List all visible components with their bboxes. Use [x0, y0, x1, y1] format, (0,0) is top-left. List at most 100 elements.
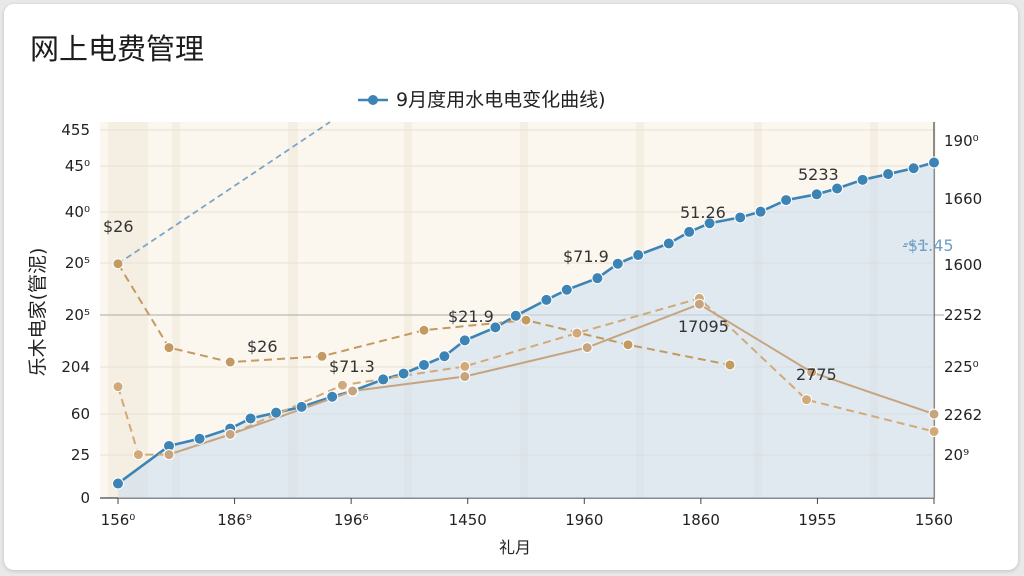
y2-tick-label: 2262: [944, 406, 982, 424]
y-tick-label: 40⁰: [65, 203, 90, 221]
y-tick-label: 60: [71, 405, 90, 423]
x-tick-label: 1860: [682, 511, 720, 529]
data-point: [224, 356, 236, 368]
data-point: [683, 225, 696, 238]
data-point: [295, 400, 308, 413]
series-line: [117, 263, 731, 366]
y-tick-label: 45⁰: [65, 157, 90, 175]
projection-line: [117, 121, 331, 265]
data-point: [224, 428, 236, 440]
data-point: [459, 371, 471, 383]
annotation-label: 2775: [796, 365, 837, 384]
y2-tick-label: 20⁹: [944, 446, 969, 464]
data-point: [724, 359, 736, 371]
x-tick-label: 186⁹: [217, 511, 252, 529]
data-point: [270, 406, 283, 419]
series-area: [118, 162, 934, 498]
y-tick-label: 25: [71, 446, 90, 464]
annotation-label: 51.26: [680, 203, 726, 222]
data-point: [856, 173, 869, 186]
data-point: [509, 309, 522, 322]
data-point: [336, 379, 348, 391]
data-point: [438, 350, 451, 363]
data-point: [780, 194, 793, 207]
annotation-label: $71.9: [563, 247, 609, 266]
data-point: [163, 449, 175, 461]
data-point: [560, 283, 573, 296]
page-title: 网上电费管理: [30, 32, 205, 66]
data-point: [112, 258, 124, 270]
grid-band: [404, 122, 412, 498]
data-point: [806, 366, 818, 378]
data-point: [163, 342, 175, 354]
y-tick-label: 20⁵: [65, 306, 90, 324]
data-point: [377, 373, 390, 386]
data-point: [571, 327, 583, 339]
y2-tick-label: 190⁰: [944, 132, 979, 150]
data-point: [489, 321, 502, 334]
legend-label: 9月度用水电电变化曲线): [396, 89, 606, 111]
data-point: [520, 314, 532, 326]
data-point: [831, 182, 844, 195]
data-point: [112, 381, 124, 393]
y2-tick-label: 1660: [944, 190, 982, 208]
x-tick-label: 1955: [798, 511, 836, 529]
data-point: [928, 408, 940, 420]
data-point: [907, 162, 920, 175]
data-point: [928, 156, 940, 169]
grid-band: [108, 122, 148, 498]
data-point: [458, 334, 471, 347]
data-point: [734, 211, 747, 224]
data-point: [316, 350, 328, 362]
y2-tick-label: 225⁰: [944, 358, 979, 376]
data-point: [418, 324, 430, 336]
y2-tick-label: 2252: [944, 306, 982, 324]
data-point: [418, 358, 430, 371]
annotation-label: $71.3: [329, 357, 375, 376]
data-point: [326, 390, 339, 403]
y-tick-label: 20⁵: [65, 254, 90, 272]
grid-band: [520, 122, 528, 498]
x-axis-title: 礼月: [499, 538, 531, 557]
data-point: [662, 237, 675, 250]
data-point: [632, 249, 645, 262]
annotation-label: $26: [103, 217, 134, 236]
annotation-label: -$1.45: [902, 236, 954, 255]
x-tick-label: 156⁰: [101, 511, 136, 529]
annotation-label: 5233: [798, 165, 839, 184]
data-point: [540, 293, 553, 306]
annotation-label: 17095: [678, 317, 729, 336]
y-axis-title: 乐木电家(管泥): [27, 248, 49, 377]
grid-band: [288, 122, 298, 498]
data-point: [611, 257, 624, 270]
x-tick-label: 196⁶: [334, 511, 369, 529]
y-tick-label: 0: [80, 489, 90, 507]
data-point: [244, 412, 257, 425]
data-point: [703, 217, 716, 230]
x-tick-label: 1560: [915, 511, 953, 529]
data-point: [193, 432, 206, 445]
data-point: [754, 205, 767, 218]
data-point: [693, 298, 705, 310]
data-point: [581, 342, 593, 354]
data-point: [347, 385, 359, 397]
series-line: [168, 303, 935, 456]
data-point: [132, 449, 144, 461]
series-line: [117, 297, 935, 456]
data-point: [397, 367, 410, 380]
data-point: [622, 339, 634, 351]
y-tick-label: 204: [61, 358, 90, 376]
annotation-label: $21.9: [448, 307, 494, 326]
annotation-label: $26: [247, 337, 278, 356]
data-point: [801, 394, 812, 406]
x-tick-label: 1960: [565, 511, 603, 529]
grid-band: [172, 122, 180, 498]
legend: 9月度用水电电变化曲线): [358, 89, 606, 111]
y-tick-label: 455: [61, 121, 90, 139]
data-point: [810, 188, 823, 201]
data-point: [928, 425, 940, 437]
y2-tick-label: 1600: [944, 256, 982, 274]
x-tick-label: 1450: [449, 511, 487, 529]
data-point: [882, 168, 895, 181]
